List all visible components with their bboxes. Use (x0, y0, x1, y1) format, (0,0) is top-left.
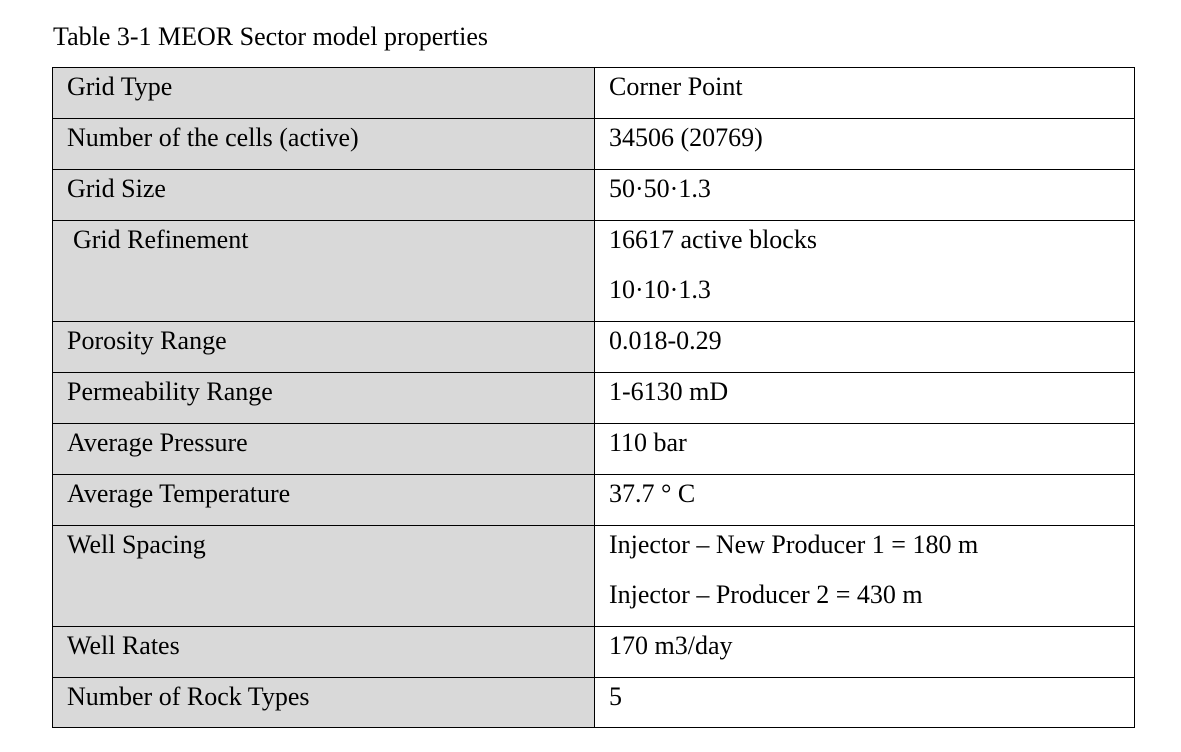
property-label: Well Rates (67, 631, 180, 660)
property-label: Grid Size (67, 174, 166, 203)
property-label-cell: Porosity Range (52, 321, 595, 373)
property-value-cell: 0.018-0.29 (594, 321, 1135, 373)
property-label-cell: Permeability Range (52, 372, 595, 424)
table-row: Average Pressure 110 bar (52, 423, 1135, 475)
table-row: Well Spacing Injector – New Producer 1 =… (52, 525, 1135, 627)
property-value-cell: 37.7 ° C (594, 474, 1135, 526)
property-label-cell: Number of Rock Types (52, 677, 595, 728)
table-row: Number of the cells (active) 34506 (2076… (52, 118, 1135, 170)
property-value-cell: Injector – New Producer 1 = 180 m Inject… (594, 525, 1135, 627)
property-value: Injector – New Producer 1 = 180 m (609, 530, 979, 559)
property-label-cell: Well Spacing (52, 525, 595, 627)
property-value-cell: 110 bar (594, 423, 1135, 475)
property-label-cell: Well Rates (52, 626, 595, 678)
property-label: Average Temperature (67, 479, 291, 508)
property-value: Injector – Producer 2 = 430 m (609, 580, 923, 609)
property-value: 16617 active blocks (609, 225, 817, 254)
property-value-cell: 50·50·1.3 (594, 169, 1135, 221)
property-label-cell: Number of the cells (active) (52, 118, 595, 170)
property-value-cell: 16617 active blocks 10·10·1.3 (594, 220, 1135, 322)
property-label: Porosity Range (67, 326, 227, 355)
property-value: 37.7 ° C (609, 479, 696, 508)
properties-table: Grid Type Corner Point Number of the cel… (52, 67, 1135, 728)
property-value: 34506 (20769) (609, 123, 763, 152)
property-label-cell: Average Pressure (52, 423, 595, 475)
property-label-cell: Grid Type (52, 67, 595, 119)
table-row: Number of Rock Types 5 (52, 677, 1135, 728)
table-row: Permeability Range 1-6130 mD (52, 372, 1135, 424)
table-row: Average Temperature 37.7 ° C (52, 474, 1135, 526)
property-value: 10·10·1.3 (609, 275, 711, 304)
table-row: Grid Size 50·50·1.3 (52, 169, 1135, 221)
property-value-cell: 1-6130 mD (594, 372, 1135, 424)
property-label: Average Pressure (67, 428, 248, 457)
property-label: Well Spacing (67, 530, 206, 559)
property-value-cell: 170 m3/day (594, 626, 1135, 678)
table-caption: Table 3-1 MEOR Sector model properties (53, 22, 489, 51)
property-value: 0.018-0.29 (609, 326, 722, 355)
property-label: Number of Rock Types (67, 682, 310, 711)
property-label-cell: Grid Refinement (52, 220, 595, 322)
property-label-cell: Grid Size (52, 169, 595, 221)
property-label: Grid Refinement (73, 225, 249, 254)
property-label: Grid Type (67, 72, 173, 101)
table-row: Porosity Range 0.018-0.29 (52, 321, 1135, 373)
property-value: 50·50·1.3 (609, 174, 711, 203)
property-label: Permeability Range (67, 377, 273, 406)
property-value-cell: 5 (594, 677, 1135, 728)
table-row: Well Rates 170 m3/day (52, 626, 1135, 678)
property-value: 1-6130 mD (609, 377, 729, 406)
property-label-cell: Average Temperature (52, 474, 595, 526)
property-value: Corner Point (609, 72, 743, 101)
property-value: 170 m3/day (609, 631, 733, 660)
table-row: Grid Type Corner Point (52, 67, 1135, 119)
property-value-cell: Corner Point (594, 67, 1135, 119)
property-value: 5 (609, 682, 622, 711)
property-value-cell: 34506 (20769) (594, 118, 1135, 170)
property-value: 110 bar (609, 428, 687, 457)
table-row: Grid Refinement 16617 active blocks 10·1… (52, 220, 1135, 322)
property-label: Number of the cells (active) (67, 123, 359, 152)
